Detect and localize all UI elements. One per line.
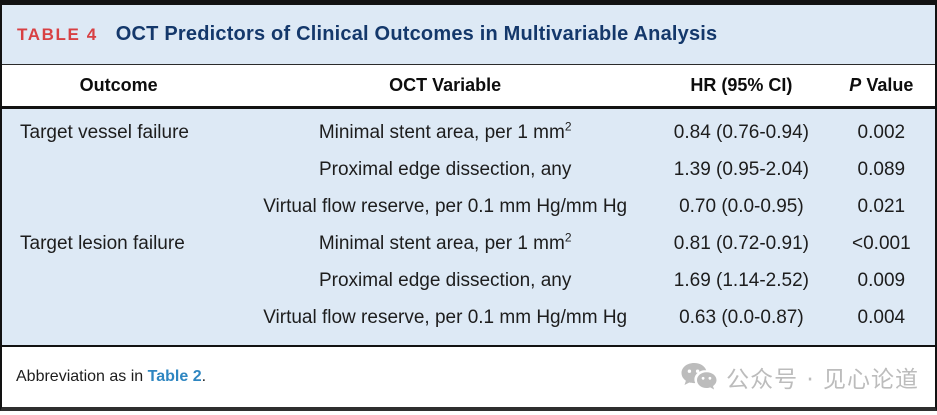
p-value-cell: 0.009: [857, 269, 906, 291]
table-row: Proximal edge dissection, any 1.69 (1.14…: [2, 262, 935, 299]
p-value-cell: 0.021: [857, 195, 906, 217]
oct-variable-text: Proximal edge dissection, any: [318, 158, 572, 180]
hr-ci-cell: 0.81 (0.72-0.91): [673, 232, 809, 254]
watermark: 公众号 · 见心论道: [680, 360, 919, 394]
oct-variable-cell: Virtual flow reserve, per 0.1 mm Hg/mm H…: [235, 196, 655, 218]
oct-variable-cell: Minimal stent area, per 1 mm2: [235, 119, 655, 144]
oct-variable-text: Minimal stent area, per 1 mm: [318, 232, 565, 254]
table-row: Virtual flow reserve, per 0.1 mm Hg/mm H…: [2, 299, 935, 336]
table-footer: Abbreviation as in Table 2. 公众号 · 见心论道: [2, 347, 935, 407]
hr-ci-cell: 1.39 (0.95-2.04): [673, 158, 809, 180]
hr-ci-cell: 0.70 (0.0-0.95): [679, 195, 804, 217]
oct-variable-superscript: 2: [564, 119, 572, 134]
oct-variable-text: Minimal stent area, per 1 mm: [318, 121, 565, 143]
oct-variable-text: Virtual flow reserve, per 0.1 mm Hg/mm H…: [263, 306, 628, 328]
oct-variable-text: Proximal edge dissection, any: [318, 269, 572, 291]
oct-variable-text: Virtual flow reserve, per 0.1 mm Hg/mm H…: [263, 195, 628, 217]
outcome-cell: Target vessel failure: [20, 121, 189, 143]
p-rest: Value: [861, 75, 914, 95]
abbreviation-note: Abbreviation as in Table 2.: [16, 368, 206, 386]
column-header-row: Outcome OCT Variable HR (95% CI) P Value: [2, 65, 935, 109]
watermark-text: 公众号 · 见心论道: [726, 367, 919, 393]
table-title-band: TABLE 4 OCT Predictors of Clinical Outco…: [2, 5, 935, 65]
hr-ci-cell: 0.63 (0.0-0.87): [679, 306, 804, 328]
oct-variable-cell: Virtual flow reserve, per 0.1 mm Hg/mm H…: [235, 307, 655, 329]
column-header-hr: HR (95% CI): [690, 75, 793, 95]
oct-variable-cell: Proximal edge dissection, any: [235, 270, 655, 292]
table-row: Proximal edge dissection, any 1.39 (0.95…: [2, 151, 935, 188]
abbreviation-text: Abbreviation as in: [16, 368, 148, 385]
p-value-cell: 0.004: [857, 306, 906, 328]
table-row: Virtual flow reserve, per 0.1 mm Hg/mm H…: [2, 188, 935, 225]
wechat-icon: [681, 362, 717, 389]
table-row: Target lesion failure Minimal stent area…: [2, 225, 935, 262]
oct-variable-cell: Minimal stent area, per 1 mm2: [235, 230, 655, 255]
oct-variable-cell: Proximal edge dissection, any: [235, 159, 655, 181]
hr-ci-cell: 0.84 (0.76-0.94): [673, 121, 809, 143]
table-number-label: TABLE 4: [17, 24, 98, 44]
hr-ci-cell: 1.69 (1.14-2.52): [673, 269, 809, 291]
outcome-cell: Target lesion failure: [20, 232, 185, 254]
table-body: Target vessel failure Minimal stent area…: [2, 109, 935, 347]
p-value-cell: 0.089: [857, 158, 906, 180]
abbreviation-period: .: [201, 368, 207, 385]
column-header-outcome: Outcome: [79, 75, 158, 95]
column-header-p-value: P Value: [828, 75, 935, 96]
oct-variable-superscript: 2: [564, 230, 572, 245]
p-value-cell: <0.001: [852, 232, 911, 254]
column-header-oct-variable: OCT Variable: [389, 75, 502, 95]
p-italic: P: [849, 75, 862, 95]
table-2-link[interactable]: Table 2: [147, 368, 202, 385]
table-title: OCT Predictors of Clinical Outcomes in M…: [115, 23, 718, 45]
p-value-cell: 0.002: [857, 121, 906, 143]
table-row: Target vessel failure Minimal stent area…: [2, 114, 935, 151]
